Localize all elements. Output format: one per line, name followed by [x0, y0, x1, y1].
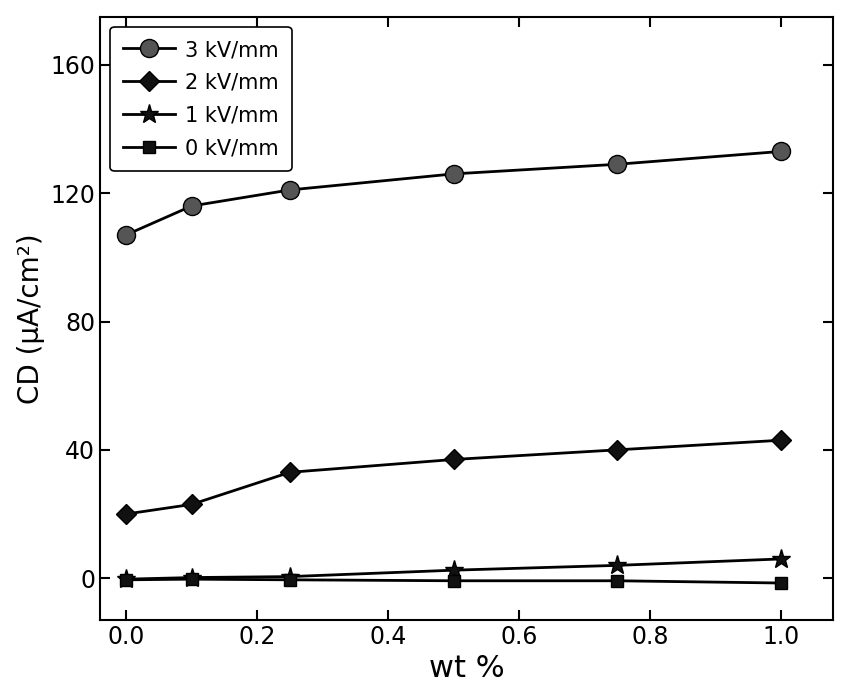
2 kV/mm	[612, 446, 622, 454]
X-axis label: wt %: wt %	[429, 654, 504, 683]
1 kV/mm	[776, 554, 786, 563]
0 kV/mm	[285, 575, 295, 584]
3 kV/mm	[186, 202, 196, 210]
3 kV/mm	[285, 186, 295, 194]
0 kV/mm	[449, 577, 459, 585]
2 kV/mm	[776, 436, 786, 445]
0 kV/mm	[186, 575, 196, 583]
2 kV/mm	[121, 510, 131, 518]
3 kV/mm	[449, 169, 459, 178]
Legend: 3 kV/mm, 2 kV/mm, 1 kV/mm, 0 kV/mm: 3 kV/mm, 2 kV/mm, 1 kV/mm, 0 kV/mm	[110, 27, 292, 172]
Line: 3 kV/mm: 3 kV/mm	[117, 142, 790, 244]
1 kV/mm	[285, 573, 295, 581]
2 kV/mm	[186, 500, 196, 509]
1 kV/mm	[612, 561, 622, 570]
Line: 0 kV/mm: 0 kV/mm	[120, 573, 787, 589]
0 kV/mm	[121, 575, 131, 584]
2 kV/mm	[285, 468, 295, 477]
Line: 2 kV/mm: 2 kV/mm	[119, 433, 788, 521]
3 kV/mm	[612, 160, 622, 169]
1 kV/mm	[121, 575, 131, 583]
1 kV/mm	[449, 566, 459, 575]
1 kV/mm	[186, 573, 196, 582]
Y-axis label: CD (μA/cm²): CD (μA/cm²)	[17, 233, 45, 404]
Line: 1 kV/mm: 1 kV/mm	[116, 550, 791, 589]
0 kV/mm	[612, 577, 622, 585]
3 kV/mm	[776, 147, 786, 155]
2 kV/mm	[449, 455, 459, 463]
0 kV/mm	[776, 579, 786, 587]
3 kV/mm	[121, 231, 131, 239]
